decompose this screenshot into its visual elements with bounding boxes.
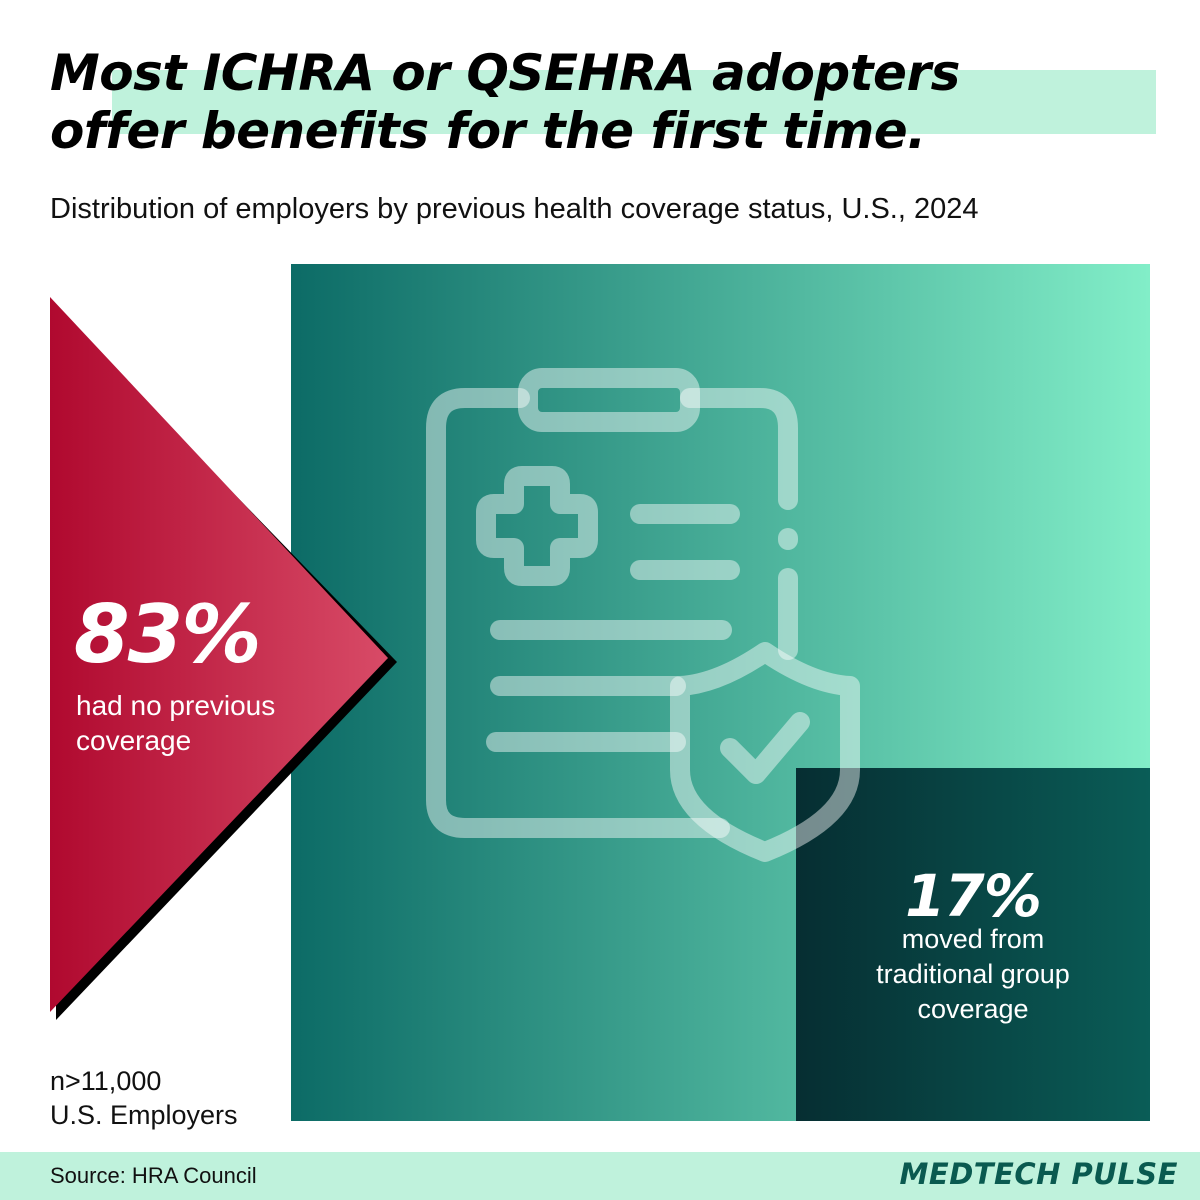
title-line-2: offer benefits for the first time. xyxy=(50,102,926,160)
clipboard-icon xyxy=(426,368,798,838)
page-title: Most ICHRA or QSEHRA adopters offer bene… xyxy=(50,44,1170,160)
brand-logo: MEDTECH PULSE xyxy=(899,1157,1178,1191)
title-line-1: Most ICHRA or QSEHRA adopters xyxy=(50,44,960,102)
chart-subtitle: Distribution of employers by previous he… xyxy=(50,193,979,225)
value-label-83: 83% xyxy=(74,588,261,681)
footer-bar xyxy=(0,1152,1200,1200)
sample-population: U.S. Employers xyxy=(50,1100,238,1130)
title-highlight xyxy=(112,70,1156,134)
shield-check-icon xyxy=(670,642,860,862)
medical-cross-icon xyxy=(476,466,598,586)
moved-area-17-percent xyxy=(796,768,1150,1121)
arrow-triangle xyxy=(50,297,388,1012)
category-label-moved: moved from traditional group coverage xyxy=(796,922,1150,1027)
category-label-line: coverage xyxy=(917,994,1029,1024)
category-label-line: traditional group xyxy=(876,959,1070,989)
sample-size: n>11,000 xyxy=(50,1066,162,1096)
source-note: Source: HRA Council xyxy=(50,1163,257,1188)
value-label-17: 17% xyxy=(905,862,1042,930)
category-label-line: had no previous xyxy=(76,690,276,721)
category-label-no-previous: had no previous coverage xyxy=(76,688,356,758)
sample-size-note: n>11,000 U.S. Employers xyxy=(50,1064,290,1132)
category-label-line: coverage xyxy=(76,725,192,756)
category-label-line: moved from xyxy=(901,924,1045,954)
